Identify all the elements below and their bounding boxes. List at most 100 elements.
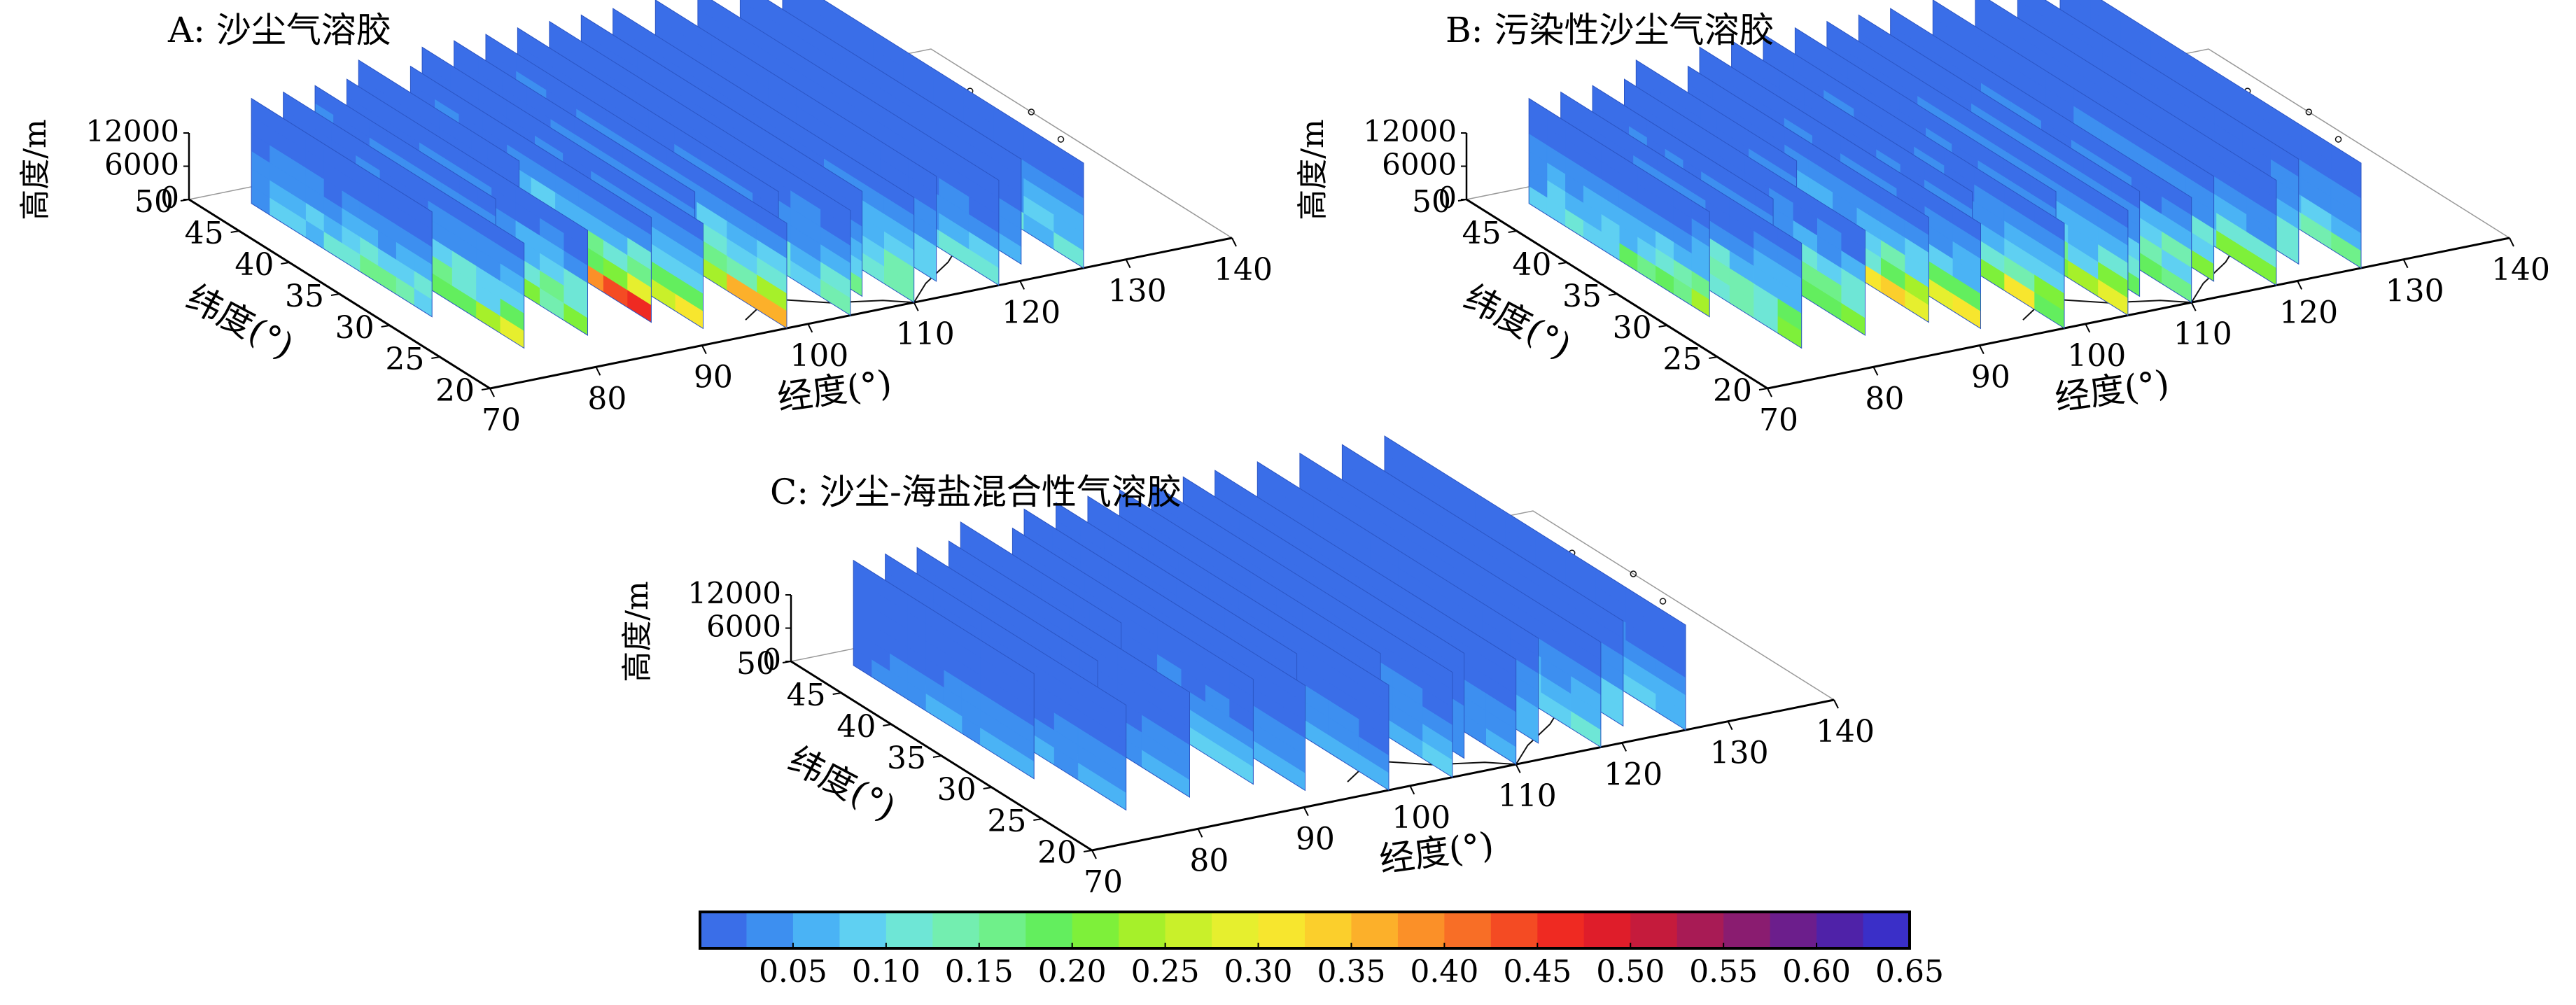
curtain-cell xyxy=(1975,0,2006,29)
latitude-tick xyxy=(1658,325,1667,328)
longitude-tick-label: 130 xyxy=(1710,736,1769,771)
latitude-tick-label: 20 xyxy=(435,373,475,409)
latitude-tick xyxy=(1558,262,1567,265)
longitude-tick xyxy=(2297,280,2303,290)
longitude-tick xyxy=(1091,850,1097,859)
colorbar-swatch xyxy=(746,912,794,948)
colorbar-tick-label: 0.65 xyxy=(1875,954,1944,990)
longitude-tick-label: 110 xyxy=(896,316,955,352)
longitude-tick-label: 140 xyxy=(1816,714,1875,750)
latitude-tick xyxy=(230,230,239,233)
latitude-tick-label: 50 xyxy=(1412,184,1451,220)
colorbar-tick-label: 0.35 xyxy=(1317,954,1385,990)
curtains xyxy=(1528,0,2362,349)
colorbar-swatch xyxy=(1026,912,1073,948)
latitude-tick xyxy=(1508,230,1517,233)
colorbar-tick-label: 0.60 xyxy=(1782,954,1851,990)
colorbar-swatch xyxy=(1583,912,1631,948)
latitude-tick xyxy=(381,325,390,328)
colorbar-tick-label: 0.30 xyxy=(1224,954,1293,990)
latitude-tick-label: 30 xyxy=(937,772,976,808)
longitude-tick-label: 110 xyxy=(2174,316,2232,352)
colorbar-tick-label: 0.20 xyxy=(1038,954,1107,990)
latitude-label: 纬度(°) xyxy=(782,739,902,829)
colorbar-swatch xyxy=(1119,912,1166,948)
longitude-tick-label: 80 xyxy=(1865,381,1904,416)
colorbar-swatch xyxy=(886,912,933,948)
latitude-tick xyxy=(1608,293,1618,296)
altitude-tick-label: 0 xyxy=(160,181,179,215)
latitude-tick-label: 20 xyxy=(1713,373,1752,409)
latitude-tick xyxy=(180,199,190,202)
colorbar-frame xyxy=(699,911,1911,950)
colorbar-swatch xyxy=(1444,912,1492,948)
altitude-tick-label: 0 xyxy=(1438,181,1457,215)
altitude-label: 高度/m xyxy=(620,581,655,682)
longitude-tick-label: 80 xyxy=(1189,843,1228,878)
longitude-tick xyxy=(1621,742,1628,752)
colorbar-swatch xyxy=(1212,912,1259,948)
curtain-cell xyxy=(795,0,813,11)
longitude-tick-label: 130 xyxy=(1108,274,1167,309)
island xyxy=(2305,108,2313,115)
colorbar-tick-label: 0.10 xyxy=(852,954,920,990)
longitude-tick-label: 140 xyxy=(1214,252,1273,288)
latitude-label: 纬度(°) xyxy=(1457,277,1578,367)
latitude-tick-label: 50 xyxy=(736,646,776,682)
colorbar-tick-label: 0.15 xyxy=(945,954,1014,990)
latitude-tick-label: 40 xyxy=(1512,247,1551,283)
longitude-tick xyxy=(1515,764,1521,773)
colorbar-swatch xyxy=(1863,912,1910,948)
colorbar-swatch xyxy=(1770,912,1817,948)
colorbar-swatch xyxy=(1351,912,1399,948)
colorbar-swatch xyxy=(1397,912,1445,948)
altitude-tick-label: 6000 xyxy=(706,610,781,644)
colorbar-tick-label: 0.50 xyxy=(1596,954,1665,990)
latitude-tick xyxy=(1758,388,1768,391)
longitude-tick xyxy=(1727,721,1733,731)
longitude-tick xyxy=(701,345,707,355)
latitude-tick xyxy=(932,755,942,758)
colorbar-swatch xyxy=(1165,912,1212,948)
longitude-tick xyxy=(1125,259,1131,269)
colorbar: 0.05 0.10 0.15 0.20 0.25 0.30 0.35 0.40 0.45 0.50… xyxy=(699,911,1944,990)
island xyxy=(1057,136,1065,143)
colorbar-swatch xyxy=(1305,912,1352,948)
curtain-outline xyxy=(853,559,1035,780)
colorbar-swatch xyxy=(1676,912,1724,948)
panel-title: A: 沙尘气溶胶 xyxy=(167,10,391,50)
panel-title: B: 污染性沙尘气溶胶 xyxy=(1446,10,1774,50)
curtain-cell xyxy=(740,0,769,19)
curtain-outline xyxy=(1528,97,1710,318)
longitude-tick xyxy=(1303,807,1309,817)
longitude-axis xyxy=(1091,698,1835,852)
longitude-tick-label: 100 xyxy=(790,338,848,374)
latitude-tick-label: 25 xyxy=(987,803,1026,839)
latitude-tick xyxy=(883,724,892,726)
colorbar-tick-label: 0.55 xyxy=(1689,954,1758,990)
colorbar-swatch xyxy=(1630,912,1678,948)
longitude-tick xyxy=(1197,828,1203,838)
latitude-tick-label: 40 xyxy=(234,247,274,283)
curtain-outline xyxy=(251,97,433,318)
altitude-label: 高度/m xyxy=(1295,119,1331,220)
longitude-tick xyxy=(2509,237,2514,247)
longitude-axis xyxy=(1767,237,2510,390)
altitude-tick-label: 0 xyxy=(762,642,781,677)
latitude-tick xyxy=(481,388,491,391)
latitude-tick-label: 35 xyxy=(285,279,324,314)
island xyxy=(1028,108,1035,115)
latitude-tick xyxy=(782,661,792,663)
colorbar-swatch xyxy=(932,912,980,948)
latitude-tick-label: 50 xyxy=(134,184,174,220)
curtain-cell xyxy=(2073,0,2091,11)
curtain-cell xyxy=(2017,0,2046,19)
latitude-tick-label: 35 xyxy=(887,740,926,776)
longitude-tick-label: 100 xyxy=(1392,800,1450,836)
colorbar-swatch xyxy=(792,912,840,948)
curtain-cell xyxy=(697,0,729,29)
longitude-tick-label: 120 xyxy=(1002,295,1060,330)
